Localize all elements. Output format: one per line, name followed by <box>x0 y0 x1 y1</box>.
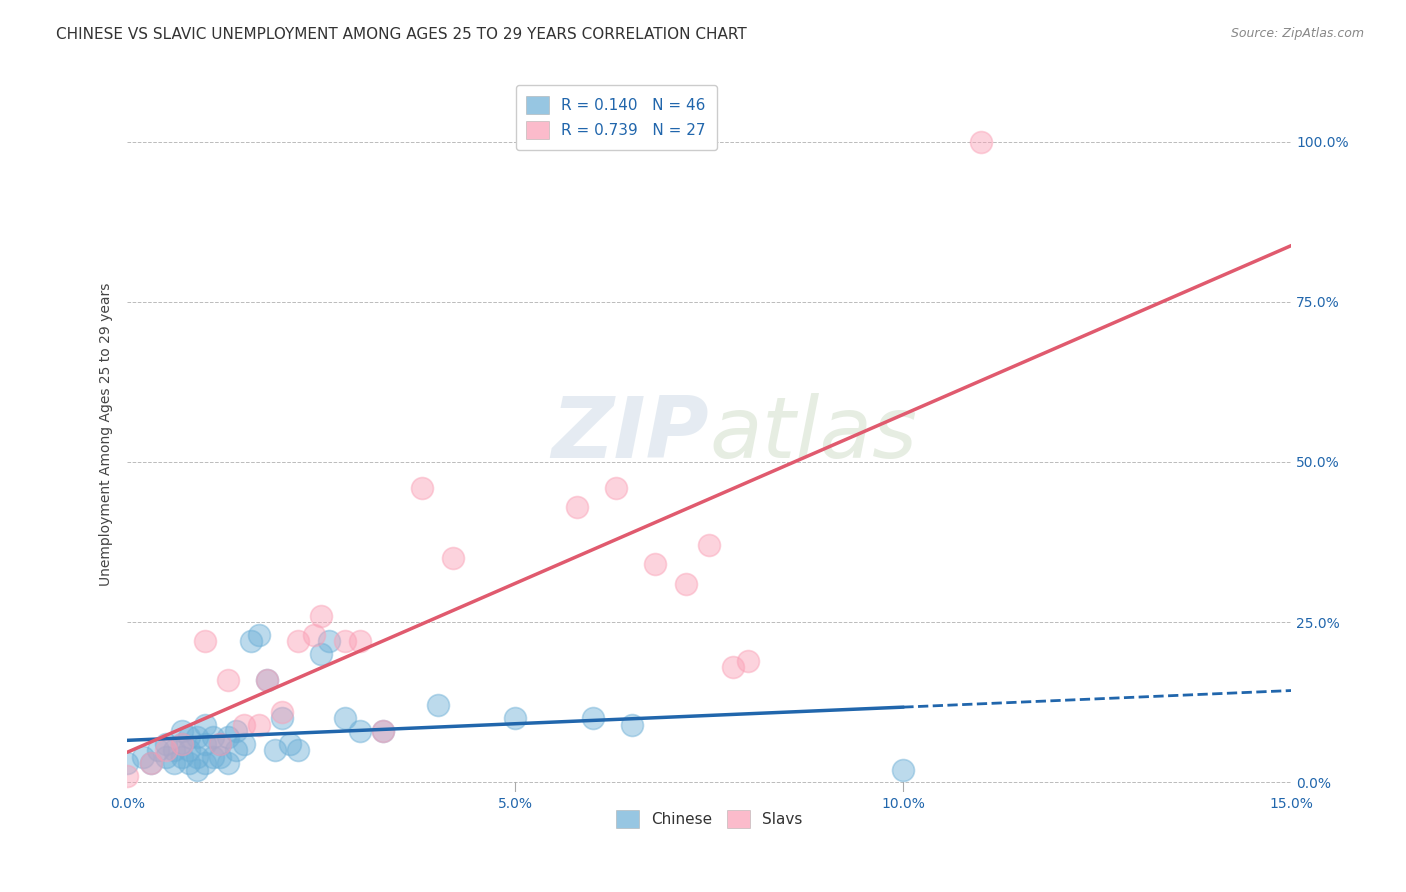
Point <box>194 717 217 731</box>
Point <box>170 737 193 751</box>
Point <box>891 763 914 777</box>
Point <box>225 743 247 757</box>
Point <box>209 749 232 764</box>
Point <box>132 749 155 764</box>
Point <box>263 743 285 757</box>
Point <box>139 756 162 771</box>
Point <box>186 763 208 777</box>
Point <box>582 711 605 725</box>
Point <box>186 749 208 764</box>
Point <box>278 737 301 751</box>
Point <box>721 660 744 674</box>
Point <box>217 673 239 687</box>
Point <box>256 673 278 687</box>
Point <box>373 724 395 739</box>
Point <box>333 711 356 725</box>
Point <box>209 737 232 751</box>
Point <box>179 731 201 745</box>
Point <box>644 558 666 572</box>
Point <box>155 737 177 751</box>
Text: atlas: atlas <box>709 393 917 476</box>
Point <box>256 673 278 687</box>
Point <box>148 743 170 757</box>
Point <box>970 135 993 149</box>
Point <box>287 743 309 757</box>
Point <box>170 737 193 751</box>
Point <box>567 500 589 514</box>
Text: Source: ZipAtlas.com: Source: ZipAtlas.com <box>1230 27 1364 40</box>
Point <box>201 749 224 764</box>
Point <box>117 769 139 783</box>
Point <box>309 608 332 623</box>
Point <box>179 756 201 771</box>
Point <box>117 756 139 771</box>
Point <box>309 647 332 661</box>
Point <box>225 724 247 739</box>
Point <box>333 634 356 648</box>
Point <box>697 538 720 552</box>
Point <box>349 724 371 739</box>
Point <box>426 698 449 713</box>
Point <box>163 756 186 771</box>
Point <box>302 628 325 642</box>
Point <box>247 717 270 731</box>
Point <box>163 743 186 757</box>
Point <box>201 731 224 745</box>
Legend: Chinese, Slavs: Chinese, Slavs <box>610 804 808 834</box>
Point <box>139 756 162 771</box>
Point <box>675 576 697 591</box>
Point <box>194 634 217 648</box>
Point <box>232 737 254 751</box>
Point <box>155 743 177 757</box>
Point <box>349 634 371 648</box>
Text: CHINESE VS SLAVIC UNEMPLOYMENT AMONG AGES 25 TO 29 YEARS CORRELATION CHART: CHINESE VS SLAVIC UNEMPLOYMENT AMONG AGE… <box>56 27 747 42</box>
Point <box>737 654 759 668</box>
Point <box>411 481 433 495</box>
Point <box>503 711 526 725</box>
Point <box>271 711 294 725</box>
Point <box>620 717 643 731</box>
Point <box>209 737 232 751</box>
Point <box>247 628 270 642</box>
Point <box>271 705 294 719</box>
Point <box>194 756 217 771</box>
Point <box>155 749 177 764</box>
Point <box>217 731 239 745</box>
Point <box>232 717 254 731</box>
Point <box>194 737 217 751</box>
Point <box>287 634 309 648</box>
Point <box>179 743 201 757</box>
Point <box>605 481 627 495</box>
Point <box>170 749 193 764</box>
Point <box>186 731 208 745</box>
Point <box>240 634 263 648</box>
Point <box>170 724 193 739</box>
Point <box>318 634 340 648</box>
Point <box>217 756 239 771</box>
Y-axis label: Unemployment Among Ages 25 to 29 years: Unemployment Among Ages 25 to 29 years <box>100 283 114 586</box>
Point <box>373 724 395 739</box>
Point <box>441 551 464 566</box>
Text: ZIP: ZIP <box>551 393 709 476</box>
